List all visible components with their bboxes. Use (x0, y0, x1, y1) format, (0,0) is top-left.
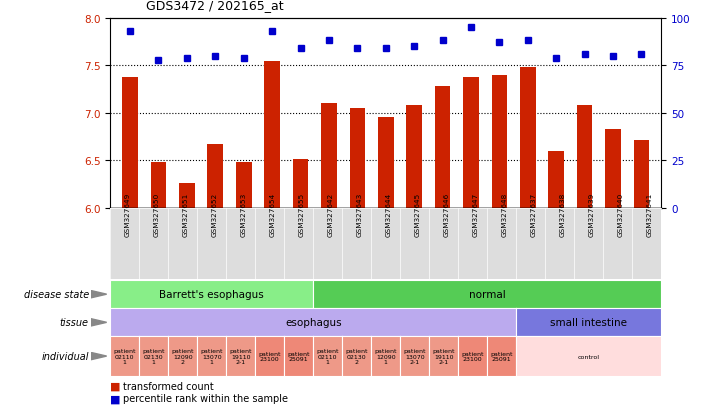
Text: patient
19110
2-1: patient 19110 2-1 (230, 348, 252, 365)
Text: Barrett's esophagus: Barrett's esophagus (159, 290, 264, 299)
Bar (264, 62, 280, 209)
Bar (463, 78, 479, 209)
Text: GSM327648: GSM327648 (502, 192, 508, 236)
Text: GSM327655: GSM327655 (299, 192, 305, 236)
Text: esophagus: esophagus (285, 318, 341, 328)
Text: small intestine: small intestine (550, 318, 627, 328)
Text: GSM327641: GSM327641 (647, 192, 653, 236)
Text: disease state: disease state (23, 290, 89, 299)
Text: patient
23100: patient 23100 (259, 351, 281, 362)
Text: ■: ■ (110, 381, 121, 391)
Text: GSM327646: GSM327646 (444, 192, 450, 236)
Text: GSM327649: GSM327649 (124, 192, 131, 236)
Bar (434, 87, 450, 209)
Text: percentile rank within the sample: percentile rank within the sample (123, 393, 288, 403)
Polygon shape (91, 291, 107, 298)
Text: patient
25091: patient 25091 (287, 351, 310, 362)
Bar (548, 152, 564, 209)
Text: GSM327640: GSM327640 (618, 192, 624, 236)
Bar (208, 145, 223, 209)
Bar (293, 159, 309, 209)
Text: GSM327654: GSM327654 (269, 192, 276, 236)
Text: patient
23100: patient 23100 (461, 351, 484, 362)
Bar (406, 106, 422, 209)
Bar (122, 78, 138, 209)
Text: GSM327650: GSM327650 (154, 192, 160, 236)
Text: GSM327652: GSM327652 (212, 192, 218, 236)
Bar (151, 163, 166, 209)
Bar (520, 68, 535, 209)
Polygon shape (91, 319, 107, 326)
Bar (491, 76, 507, 209)
Text: patient
02130
2: patient 02130 2 (346, 348, 368, 365)
Text: GSM327651: GSM327651 (183, 192, 188, 236)
Polygon shape (91, 353, 107, 360)
Text: patient
19110
2-1: patient 19110 2-1 (432, 348, 455, 365)
Text: tissue: tissue (60, 318, 89, 328)
Text: GSM327638: GSM327638 (560, 192, 566, 236)
Text: transformed count: transformed count (123, 381, 214, 391)
Text: patient
12090
2: patient 12090 2 (171, 348, 194, 365)
Bar (634, 140, 649, 209)
Text: GSM327637: GSM327637 (530, 192, 537, 236)
Text: GSM327645: GSM327645 (415, 192, 421, 236)
Text: patient
13070
2-1: patient 13070 2-1 (403, 348, 426, 365)
Text: GSM327639: GSM327639 (589, 192, 594, 236)
Text: normal: normal (469, 290, 506, 299)
Text: control: control (578, 354, 599, 359)
Text: GDS3472 / 202165_at: GDS3472 / 202165_at (146, 0, 284, 12)
Text: patient
12090
1: patient 12090 1 (375, 348, 397, 365)
Bar (179, 184, 195, 209)
Text: GSM327653: GSM327653 (241, 192, 247, 236)
Bar (321, 104, 337, 209)
Text: GSM327647: GSM327647 (473, 192, 479, 236)
Text: GSM327644: GSM327644 (385, 192, 392, 236)
Bar (350, 109, 365, 209)
Text: patient
02130
1: patient 02130 1 (142, 348, 165, 365)
Bar (378, 117, 393, 209)
Text: GSM327642: GSM327642 (328, 192, 333, 236)
Text: patient
02110
1: patient 02110 1 (316, 348, 339, 365)
Bar (605, 130, 621, 209)
Text: patient
02110
1: patient 02110 1 (114, 348, 136, 365)
Text: patient
25091: patient 25091 (491, 351, 513, 362)
Text: patient
13070
1: patient 13070 1 (201, 348, 223, 365)
Text: individual: individual (41, 351, 89, 361)
Text: ■: ■ (110, 393, 121, 403)
Text: GSM327643: GSM327643 (357, 192, 363, 236)
Bar (236, 163, 252, 209)
Bar (577, 106, 592, 209)
